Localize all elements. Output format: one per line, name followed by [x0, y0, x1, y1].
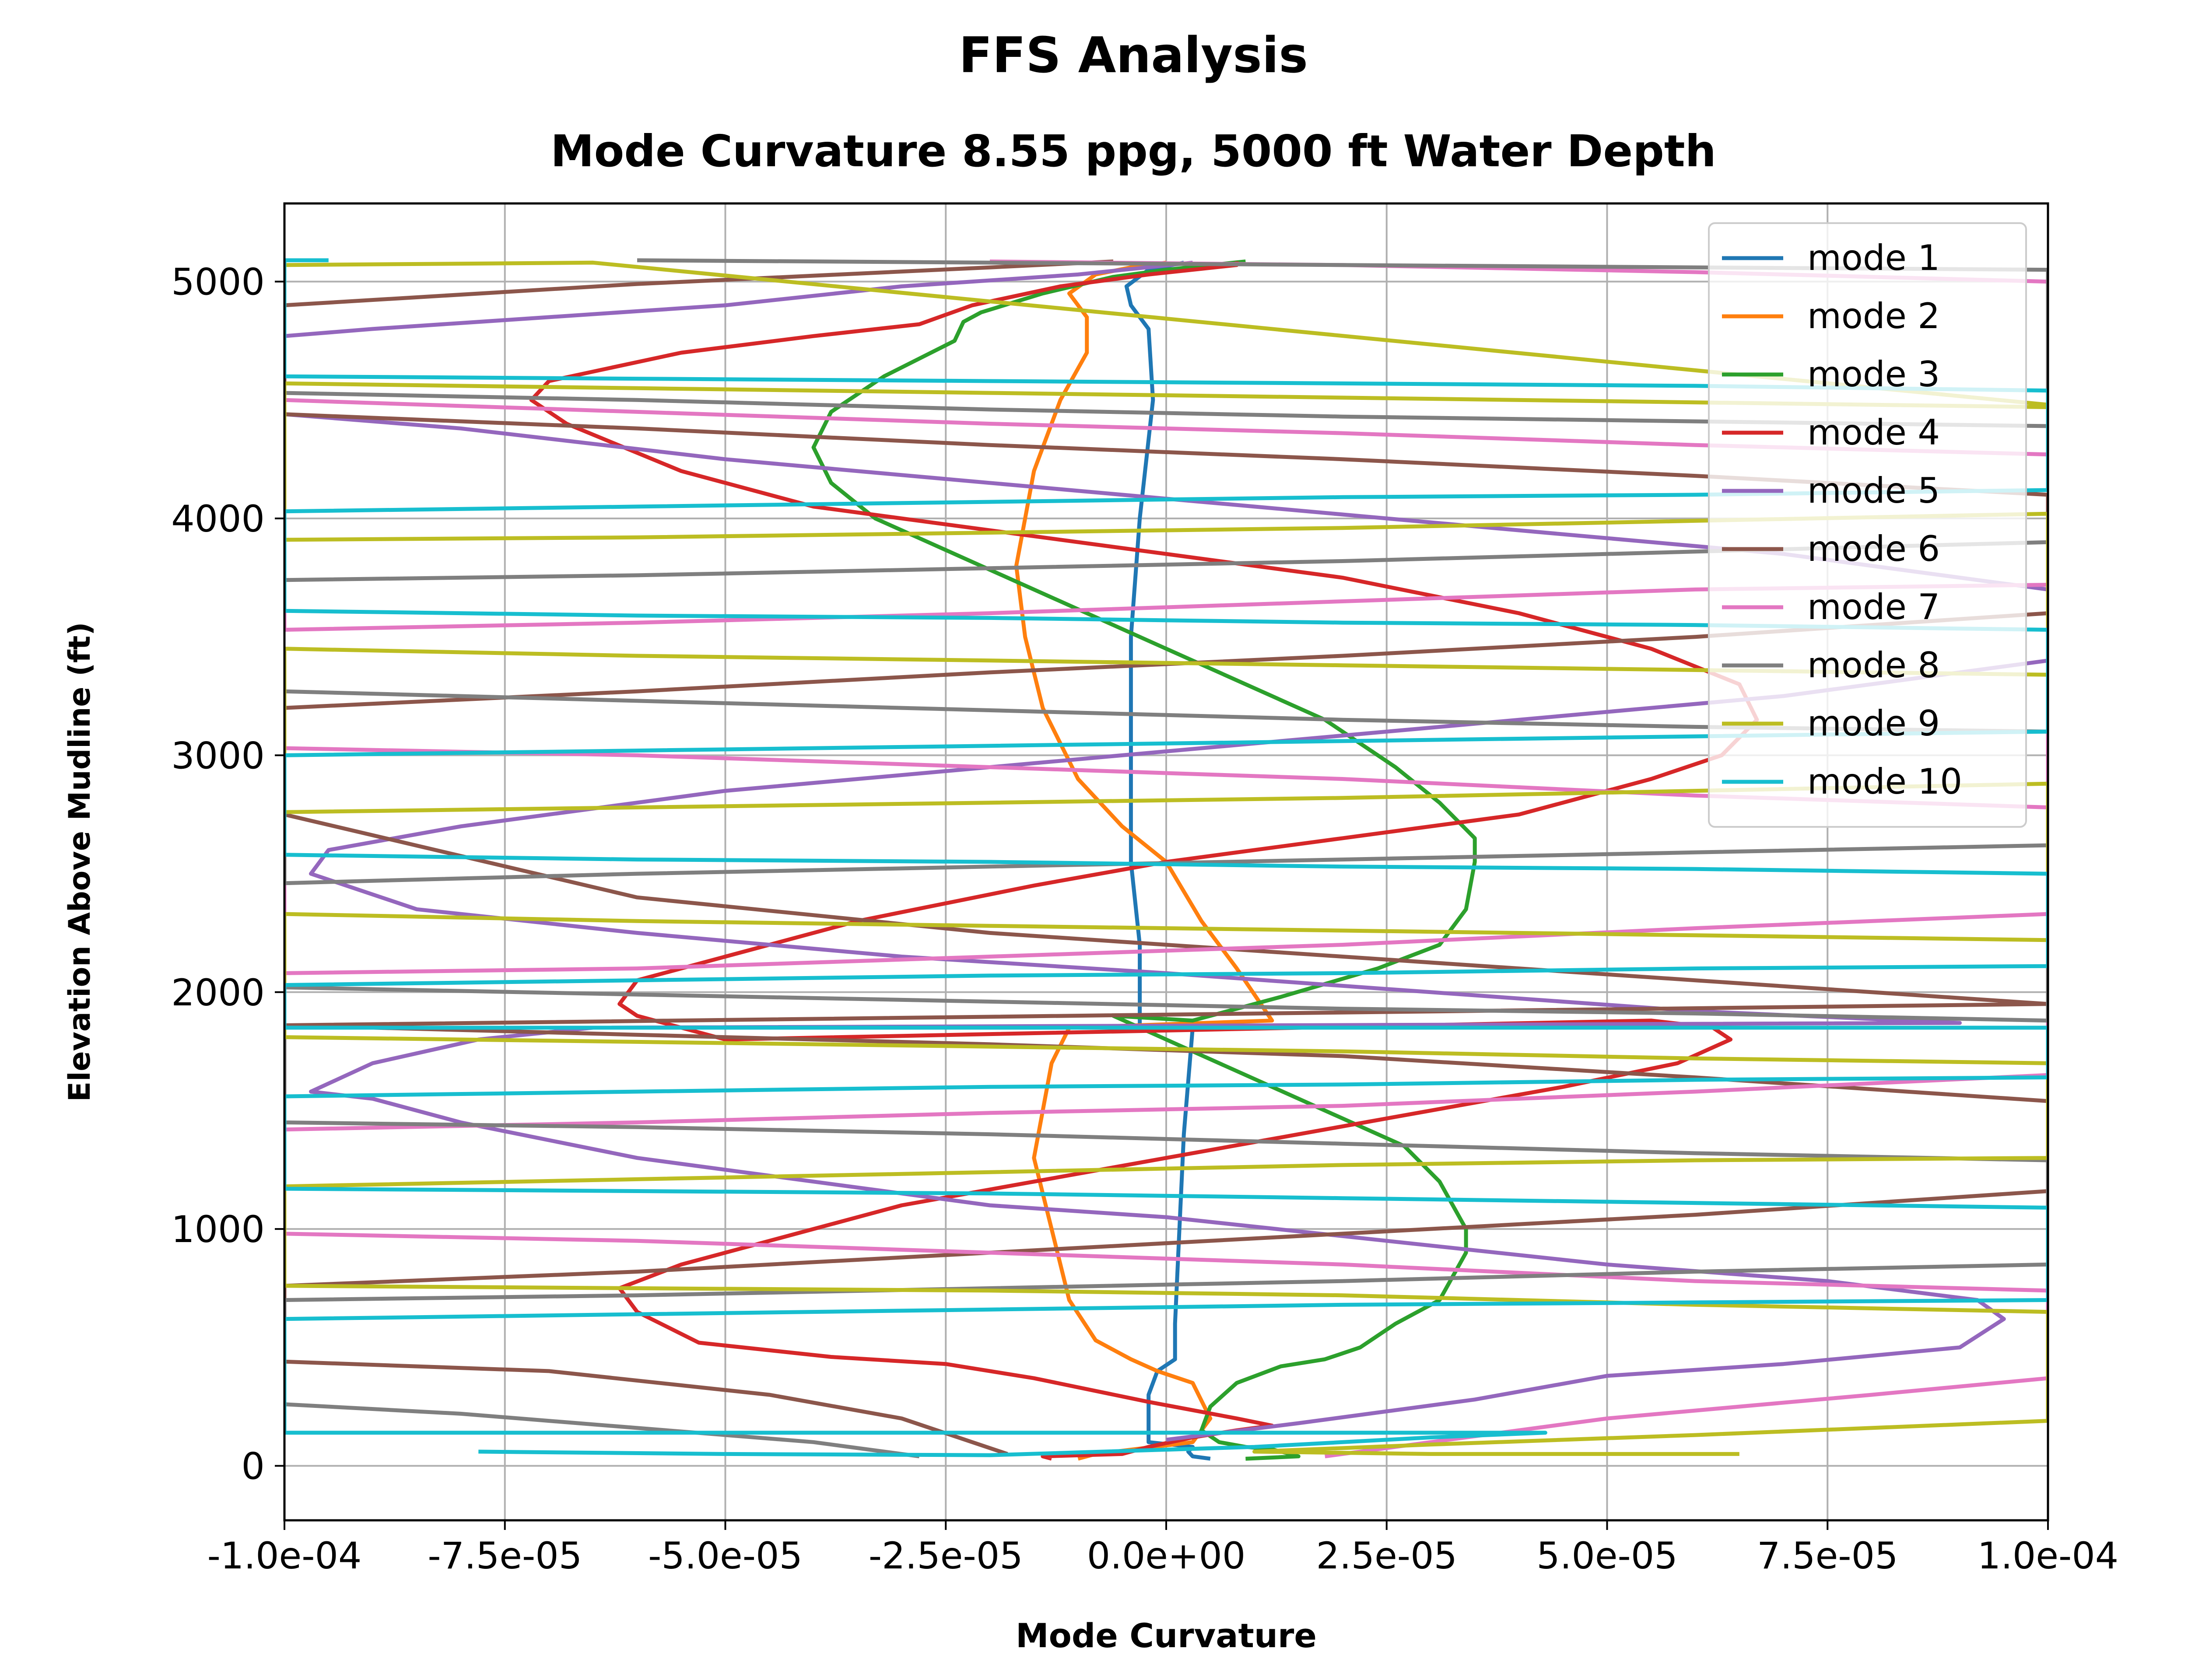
x-tick-label: 7.5e-05	[1757, 1534, 1898, 1577]
legend-label: mode 4	[1807, 412, 1940, 453]
series-line-mode-4	[529, 261, 1759, 1461]
series-line-mode-7	[284, 259, 2048, 1459]
series-line-mode-9	[284, 260, 2048, 1456]
y-axis-label: Elevation Above Mudline (ft)	[63, 622, 97, 1102]
legend-label: mode 8	[1807, 645, 1940, 686]
series-line-mode-10	[284, 258, 2048, 1457]
x-tick-label: -7.5e-05	[428, 1534, 582, 1577]
chart-suptitle: FFS Analysis	[959, 27, 1308, 84]
series-line-mode-6	[284, 259, 2048, 1456]
legend-label: mode 6	[1807, 528, 1940, 569]
x-axis-label: Mode Curvature	[1016, 1616, 1317, 1655]
chart-title: Mode Curvature 8.55 ppg, 5000 ft Water D…	[551, 126, 1716, 177]
series-line-mode-8	[284, 258, 2048, 1459]
x-tick-label: 2.5e-05	[1316, 1534, 1457, 1577]
legend-label: mode 7	[1807, 587, 1940, 627]
y-tick-label: 3000	[171, 734, 265, 777]
series-group	[284, 258, 2048, 1461]
y-tick-label: 0	[242, 1445, 265, 1488]
legend-label: mode 5	[1807, 470, 1940, 511]
x-tick-label: -2.5e-05	[869, 1534, 1023, 1577]
legend-label: mode 10	[1807, 761, 1962, 802]
x-tick-label: 5.0e-05	[1536, 1534, 1677, 1577]
series-line-mode-2	[1014, 260, 1274, 1461]
legend-label: mode 1	[1807, 238, 1940, 278]
y-tick-label: 2000	[171, 971, 265, 1014]
x-tick-label: -5.0e-05	[648, 1534, 803, 1577]
legend: mode 1 mode 2 mode 3 mode 4 mode 5 mode 6 mode…	[1708, 222, 2027, 828]
y-tick-label: 4000	[171, 497, 265, 540]
y-tick-label: 5000	[171, 261, 265, 304]
x-tick-label: 0.0e+00	[1087, 1534, 1246, 1577]
legend-label: mode 2	[1807, 296, 1940, 336]
y-tick-label: 1000	[171, 1208, 265, 1251]
x-tick-label: 1.0e-04	[1978, 1534, 2118, 1577]
legend-box	[1708, 222, 2027, 828]
series-line-mode-3	[811, 259, 1477, 1461]
legend-label: mode 3	[1807, 354, 1940, 395]
legend-label: mode 9	[1807, 703, 1940, 744]
axis-ticks: -1.0e-04 -7.5e-05 -5.0e-05 -2.5e-05 0.0e+00 2…	[171, 261, 2118, 1577]
x-tick-label: -1.0e-04	[207, 1534, 362, 1577]
